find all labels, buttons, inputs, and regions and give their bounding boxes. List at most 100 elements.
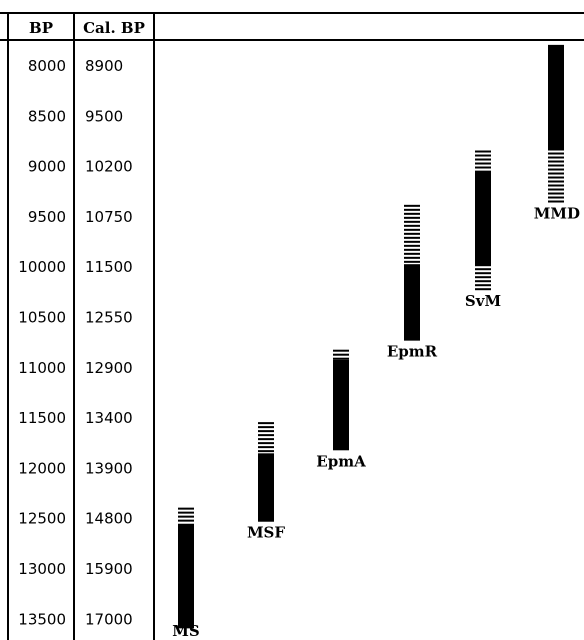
dash-segment — [475, 280, 491, 283]
solid-segment — [475, 170, 491, 267]
range-mmd: MMD — [534, 44, 580, 223]
dash-segment — [548, 168, 564, 171]
dash-segment — [548, 200, 564, 203]
dash-segment — [258, 430, 274, 433]
solid-segment — [404, 264, 420, 341]
dash-segment — [258, 450, 274, 453]
cal-bp-tick-label: 15900 — [85, 560, 133, 578]
dash-segment — [475, 268, 491, 271]
dash-segment — [404, 252, 420, 255]
cal-bp-tick-label: 10750 — [85, 208, 133, 226]
range-bars: MS MSF EpmA EpmR SvM MMD — [172, 44, 580, 640]
dash-segment — [548, 196, 564, 199]
dash-segment — [404, 204, 420, 207]
dash-segment — [404, 256, 420, 259]
dash-segment — [404, 228, 420, 231]
dash-segment — [475, 288, 491, 291]
solid-segment — [333, 359, 349, 451]
bp-tick-label: 10500 — [18, 309, 66, 327]
dash-segment — [178, 507, 194, 510]
cal-bp-tick-label: 17000 — [85, 610, 133, 628]
dash-segment — [258, 422, 274, 425]
dash-segment — [548, 188, 564, 191]
dash-segment — [333, 353, 349, 356]
header-cal-bp: Cal. BP — [83, 19, 145, 37]
dash-segment — [548, 180, 564, 183]
solid-segment — [258, 453, 274, 522]
range-label: EpmR — [387, 343, 438, 361]
bp-tick-label: 11000 — [18, 359, 66, 377]
range-epma: EpmA — [316, 349, 366, 470]
dash-segment — [178, 519, 194, 522]
dash-segment — [475, 166, 491, 169]
dash-segment — [475, 154, 491, 157]
cal-bp-tick-label: 14800 — [85, 510, 133, 528]
dash-segment — [548, 164, 564, 167]
dash-segment — [548, 152, 564, 155]
dash-segment — [404, 216, 420, 219]
solid-segment — [548, 44, 564, 151]
bp-tick-label: 12500 — [18, 510, 66, 528]
dash-segment — [404, 240, 420, 243]
dash-segment — [548, 192, 564, 195]
dash-segment — [258, 438, 274, 441]
bp-tick-label: 8500 — [28, 107, 66, 125]
dash-segment — [333, 357, 349, 360]
dash-segment — [258, 434, 274, 437]
range-epmr: EpmR — [387, 204, 438, 361]
bp-tick-label: 13500 — [18, 610, 66, 628]
dash-segment — [548, 156, 564, 159]
dash-segment — [475, 276, 491, 279]
header-bp: BP — [29, 19, 53, 37]
bp-tick-label: 8000 — [28, 57, 66, 75]
dash-segment — [178, 515, 194, 518]
cal-bp-tick-label: 9500 — [85, 107, 123, 125]
cal-bp-tick-label: 12550 — [85, 309, 133, 327]
range-label: MMD — [534, 205, 580, 223]
dash-segment — [548, 160, 564, 163]
dash-segment — [548, 176, 564, 179]
dash-segment — [258, 446, 274, 449]
tick-label-rows: 8000 8900 8500 9500 9000 10200 9500 10750 10000 1… — [18, 57, 132, 628]
dash-segment — [475, 272, 491, 275]
range-msf: MSF — [247, 422, 285, 542]
bp-tick-label: 11500 — [18, 409, 66, 427]
dash-segment — [404, 232, 420, 235]
range-label: EpmA — [316, 452, 366, 470]
range-ms: MS — [172, 507, 200, 640]
solid-segment — [178, 523, 194, 629]
dash-segment — [333, 349, 349, 352]
dash-segment — [404, 212, 420, 215]
cal-bp-tick-label: 8900 — [85, 57, 123, 75]
dash-segment — [404, 224, 420, 227]
dash-segment — [404, 248, 420, 251]
dash-segment — [475, 162, 491, 165]
dash-segment — [404, 244, 420, 247]
cal-bp-tick-label: 11500 — [85, 258, 133, 276]
bp-tick-label: 9500 — [28, 208, 66, 226]
cal-bp-tick-label: 13400 — [85, 409, 133, 427]
dash-segment — [475, 158, 491, 161]
cal-bp-tick-label: 13900 — [85, 459, 133, 477]
bp-tick-label: 10000 — [18, 258, 66, 276]
range-label: SvM — [465, 292, 501, 310]
dash-segment — [258, 426, 274, 429]
dash-segment — [178, 511, 194, 514]
bp-tick-label: 9000 — [28, 158, 66, 176]
dash-segment — [475, 284, 491, 287]
range-label: MSF — [247, 524, 285, 542]
bp-tick-label: 12000 — [18, 459, 66, 477]
dash-segment — [404, 220, 420, 223]
range-label: MS — [172, 622, 199, 640]
dash-segment — [404, 260, 420, 263]
dash-segment — [548, 172, 564, 175]
cal-bp-tick-label: 12900 — [85, 359, 133, 377]
dash-segment — [404, 236, 420, 239]
dash-segment — [548, 184, 564, 187]
cal-bp-tick-label: 10200 — [85, 158, 133, 176]
range-svm: SvM — [465, 150, 501, 310]
dash-segment — [258, 442, 274, 445]
dash-segment — [475, 150, 491, 153]
bp-tick-label: 13000 — [18, 560, 66, 578]
